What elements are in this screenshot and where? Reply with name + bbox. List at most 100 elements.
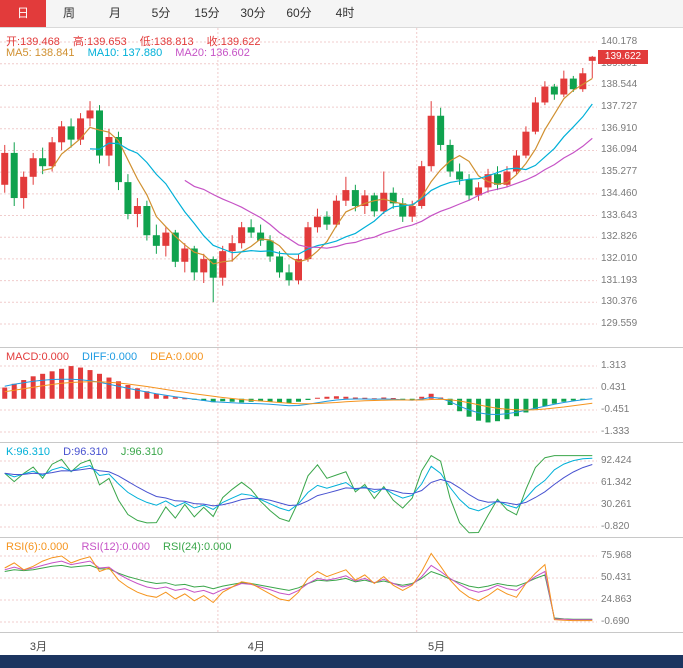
period-tab-0[interactable]: 日 <box>0 0 46 27</box>
low-pair: 低:138.813 <box>140 36 194 48</box>
diff-label: DIFF: <box>82 351 110 363</box>
y-axis-label: 1.313 <box>601 360 627 371</box>
ma20-value: 136.602 <box>210 47 250 59</box>
kdj-chart[interactable] <box>0 443 597 538</box>
low-label: 低: <box>139 36 154 48</box>
y-axis-label: 135.277 <box>601 166 638 178</box>
ohlc-readout: 开:139.468 高:139.653 低:138.813 收:139.622 <box>6 33 271 49</box>
k-value: 96.310 <box>16 446 51 458</box>
x-axis-label-1: 4月 <box>247 641 265 653</box>
y-axis-label: 137.727 <box>601 101 638 113</box>
y-axis-label: 92.424 <box>601 455 632 466</box>
ma20-pair: MA20: 136.602 <box>175 47 250 59</box>
y-axis-label: 75.968 <box>601 550 632 561</box>
x-axis-label-0: 3月 <box>29 641 47 653</box>
period-tab-1[interactable]: 周 <box>62 6 75 20</box>
close-value: 139.622 <box>220 36 261 48</box>
d-value: 96.310 <box>74 446 108 458</box>
current-price-badge: 139.622 <box>598 49 648 64</box>
ma10-label: MA10: <box>87 47 123 59</box>
j-label: J: <box>120 446 130 458</box>
x-axis-row: 3月 4月 5月 <box>0 632 683 655</box>
rsi6-value: 0.000 <box>40 541 69 553</box>
rsi12-label: RSI(12): <box>81 541 123 553</box>
rsi-readout: RSI(6):0.000 RSI(12):0.000 RSI(24):0.000 <box>6 541 242 553</box>
ma5-value: 138.841 <box>34 47 75 59</box>
macd-panel: MACD:0.000 DIFF:0.000 DEA:0.000 1.313 0.4… <box>0 347 683 443</box>
y-axis-label: 30.261 <box>601 499 632 510</box>
period-tab-4[interactable]: 15分 <box>194 6 220 20</box>
y-axis-label: 133.643 <box>601 209 638 221</box>
y-axis-label: -1.333 <box>601 426 630 437</box>
macd-readout: MACD:0.000 DIFF:0.000 DEA:0.000 <box>6 351 213 363</box>
macd-chart[interactable] <box>0 348 597 443</box>
rsi6-pair: RSI(6):0.000 <box>6 541 68 553</box>
bottom-status-bar <box>0 655 683 668</box>
diff-pair: DIFF:0.000 <box>82 351 137 363</box>
y-axis-label: 134.460 <box>601 187 638 199</box>
rsi12-pair: RSI(12):0.000 <box>81 541 150 553</box>
high-value: 139.653 <box>86 36 127 48</box>
y-axis-label: 136.910 <box>601 122 638 134</box>
j-value: 96.310 <box>129 446 164 458</box>
rsi12-value: 0.000 <box>122 541 150 553</box>
macd-label: MACD: <box>6 351 42 363</box>
candlestick-chart[interactable] <box>0 28 597 347</box>
y-axis-label: 0.431 <box>601 382 627 393</box>
period-tab-5[interactable]: 30分 <box>240 6 266 20</box>
y-axis-label: 136.094 <box>601 144 638 156</box>
y-axis-label: 132.826 <box>601 231 638 243</box>
y-axis-label: 61.342 <box>601 477 632 488</box>
k-label: K: <box>6 446 17 458</box>
rsi-panel: RSI(6):0.000 RSI(12):0.000 RSI(24):0.000… <box>0 537 683 633</box>
close-pair: 收:139.622 <box>207 36 261 48</box>
period-tab-6[interactable]: 60分 <box>286 6 312 20</box>
y-axis-label: -0.451 <box>601 404 630 415</box>
ma10-value: 137.880 <box>122 47 163 59</box>
dea-value: 0.000 <box>175 351 204 363</box>
ma-readout: MA5: 138.841 MA10: 137.880 MA20: 136.602 <box>6 47 260 59</box>
ma5-pair: MA5: 138.841 <box>6 47 75 59</box>
d-label: D: <box>63 446 75 458</box>
y-axis-label: 129.559 <box>601 317 638 329</box>
y-axis-label: 131.193 <box>601 274 638 286</box>
k-pair: K:96.310 <box>6 446 50 458</box>
kdj-readout: K:96.310 D:96.310 J:96.310 <box>6 446 173 458</box>
j-pair: J:96.310 <box>121 446 163 458</box>
open-value: 139.468 <box>20 36 60 48</box>
dea-label: DEA: <box>150 351 176 363</box>
y-axis-label: 130.376 <box>601 296 638 308</box>
rsi6-label: RSI(6): <box>6 541 41 553</box>
y-axis-label: 140.178 <box>601 36 638 47</box>
period-tab-2[interactable]: 月 <box>108 6 121 20</box>
ma20-label: MA20: <box>175 47 211 59</box>
rsi24-value: 0.000 <box>203 541 232 553</box>
open-label: 开: <box>6 36 21 48</box>
y-axis-label: 24.863 <box>601 594 632 605</box>
x-axis-label-2: 5月 <box>428 641 446 653</box>
rsi-chart[interactable] <box>0 538 597 633</box>
rsi24-label: RSI(24): <box>163 541 204 553</box>
period-tab-3[interactable]: 5分 <box>151 6 171 20</box>
open-pair: 开:139.468 <box>6 36 60 48</box>
y-axis-label: -0.820 <box>601 521 630 532</box>
y-axis-label: 50.431 <box>601 572 632 583</box>
ma5-label: MA5: <box>6 47 35 59</box>
period-tab-7[interactable]: 4时 <box>335 6 355 20</box>
kdj-panel: K:96.310 D:96.310 J:96.310 92.424 61.342 3… <box>0 442 683 538</box>
macd-value: 0.000 <box>41 351 69 363</box>
y-axis-label: 132.010 <box>601 252 638 264</box>
candlestick-panel: 开:139.468 高:139.653 低:138.813 收:139.622 … <box>0 28 683 347</box>
diff-value: 0.000 <box>109 351 138 363</box>
ma10-pair: MA10: 137.880 <box>88 47 163 59</box>
period-toolbar: 日 周 月 5分 15分 30分 60分 4时 <box>0 0 683 28</box>
dea-pair: DEA:0.000 <box>150 351 203 363</box>
high-pair: 高:139.653 <box>73 36 127 48</box>
macd-pair: MACD:0.000 <box>6 351 69 363</box>
d-pair: D:96.310 <box>63 446 108 458</box>
high-label: 高: <box>72 36 87 48</box>
close-label: 收: <box>206 36 221 48</box>
rsi24-pair: RSI(24):0.000 <box>163 541 232 553</box>
low-value: 138.813 <box>153 36 194 48</box>
